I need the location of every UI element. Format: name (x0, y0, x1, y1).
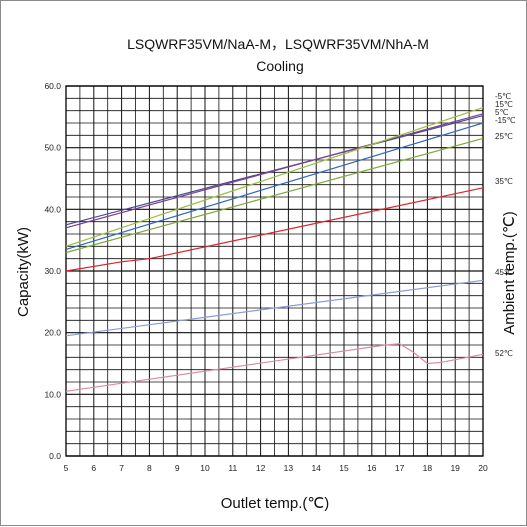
x-tick-label: 14 (311, 463, 321, 473)
y2-axis-label: Ambient temp.(℃) (501, 211, 518, 335)
x-tick-label: 20 (478, 463, 488, 473)
series-line (65, 122, 484, 250)
x-tick-label: 7 (119, 463, 124, 473)
series-label: 5℃ (495, 108, 508, 117)
series-label: 35℃ (495, 177, 513, 186)
series-label: 45℃ (495, 268, 513, 277)
y-tick-label: 10.0 (44, 389, 61, 399)
series-label: 52℃ (495, 349, 513, 358)
y-tick-label: 20.0 (44, 328, 61, 338)
series-line (65, 343, 484, 392)
x-tick-label: 8 (147, 463, 152, 473)
series-label: 15℃ (495, 100, 513, 109)
series-labels: -5℃15℃5℃-15℃ 25℃ 35℃ 45℃ 52℃ (495, 92, 516, 358)
x-tick-label: 17 (395, 463, 405, 473)
x-tick-label: 10 (200, 463, 210, 473)
y-tick-label: 30.0 (44, 266, 61, 276)
y-tick-label: 60.0 (44, 81, 61, 91)
grid (65, 85, 484, 457)
x-tick-label: 13 (284, 463, 294, 473)
series-label: -5℃ (495, 92, 511, 101)
y-axis-label: Capacity(kW) (15, 227, 32, 317)
series-line (65, 107, 484, 247)
chart-subtitle: Cooling (256, 58, 303, 74)
x-tick-label: 6 (91, 463, 96, 473)
x-tick-label: 9 (175, 463, 180, 473)
series-line (65, 137, 484, 254)
series-label: -15℃ (495, 116, 516, 125)
x-tick-label: 19 (450, 463, 460, 473)
x-tick-label: 12 (256, 463, 266, 473)
series-line (65, 279, 484, 337)
series-line (65, 113, 484, 229)
x-tick-label: 18 (423, 463, 433, 473)
x-tick-label: 5 (64, 463, 69, 473)
x-tick-label: 15 (339, 463, 349, 473)
x-tick-label: 11 (228, 463, 237, 473)
tick-labels: 5 6 7 8 9 10 11 12 13 14 15 16 17 18 19 20 0.0 10.0 20.0 30… (44, 81, 488, 473)
series-line (65, 187, 484, 272)
y-tick-label: 40.0 (44, 204, 61, 214)
y-tick-label: 50.0 (44, 143, 61, 153)
x-axis-label: Outlet temp.(℃) (221, 495, 330, 512)
y-tick-label: 0.0 (49, 451, 61, 461)
series-label: 25℃ (495, 132, 513, 141)
series-lines (65, 107, 484, 392)
x-tick-label: 16 (367, 463, 377, 473)
chart-title: LSQWRF35VM/NaA-M，LSQWRF35VM/NhA-M (127, 36, 429, 52)
